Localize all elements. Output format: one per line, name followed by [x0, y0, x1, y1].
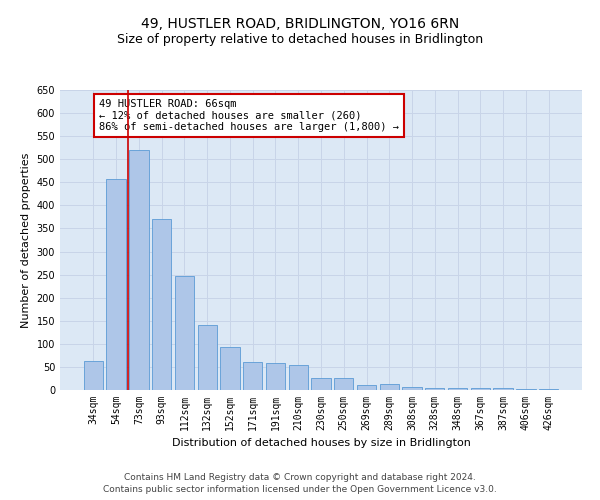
- Text: 49 HUSTLER ROAD: 66sqm
← 12% of detached houses are smaller (260)
86% of semi-de: 49 HUSTLER ROAD: 66sqm ← 12% of detached…: [99, 99, 399, 132]
- Bar: [357, 386, 376, 390]
- Bar: [152, 219, 172, 390]
- Bar: [129, 150, 149, 390]
- Text: Contains HM Land Registry data © Crown copyright and database right 2024.: Contains HM Land Registry data © Crown c…: [124, 472, 476, 482]
- Bar: [403, 387, 422, 390]
- Bar: [311, 378, 331, 390]
- Text: Distribution of detached houses by size in Bridlington: Distribution of detached houses by size …: [172, 438, 470, 448]
- Bar: [539, 389, 558, 390]
- Bar: [175, 276, 194, 390]
- Bar: [106, 178, 126, 390]
- Bar: [289, 364, 308, 390]
- Bar: [266, 363, 285, 390]
- Bar: [220, 347, 239, 390]
- Bar: [334, 378, 353, 390]
- Bar: [516, 388, 536, 390]
- Text: Size of property relative to detached houses in Bridlington: Size of property relative to detached ho…: [117, 32, 483, 46]
- Bar: [84, 362, 103, 390]
- Text: 49, HUSTLER ROAD, BRIDLINGTON, YO16 6RN: 49, HUSTLER ROAD, BRIDLINGTON, YO16 6RN: [141, 18, 459, 32]
- Bar: [425, 388, 445, 390]
- Y-axis label: Number of detached properties: Number of detached properties: [21, 152, 31, 328]
- Bar: [448, 388, 467, 390]
- Text: Contains public sector information licensed under the Open Government Licence v3: Contains public sector information licen…: [103, 485, 497, 494]
- Bar: [493, 388, 513, 390]
- Bar: [380, 384, 399, 390]
- Bar: [197, 326, 217, 390]
- Bar: [243, 362, 262, 390]
- Bar: [470, 388, 490, 390]
